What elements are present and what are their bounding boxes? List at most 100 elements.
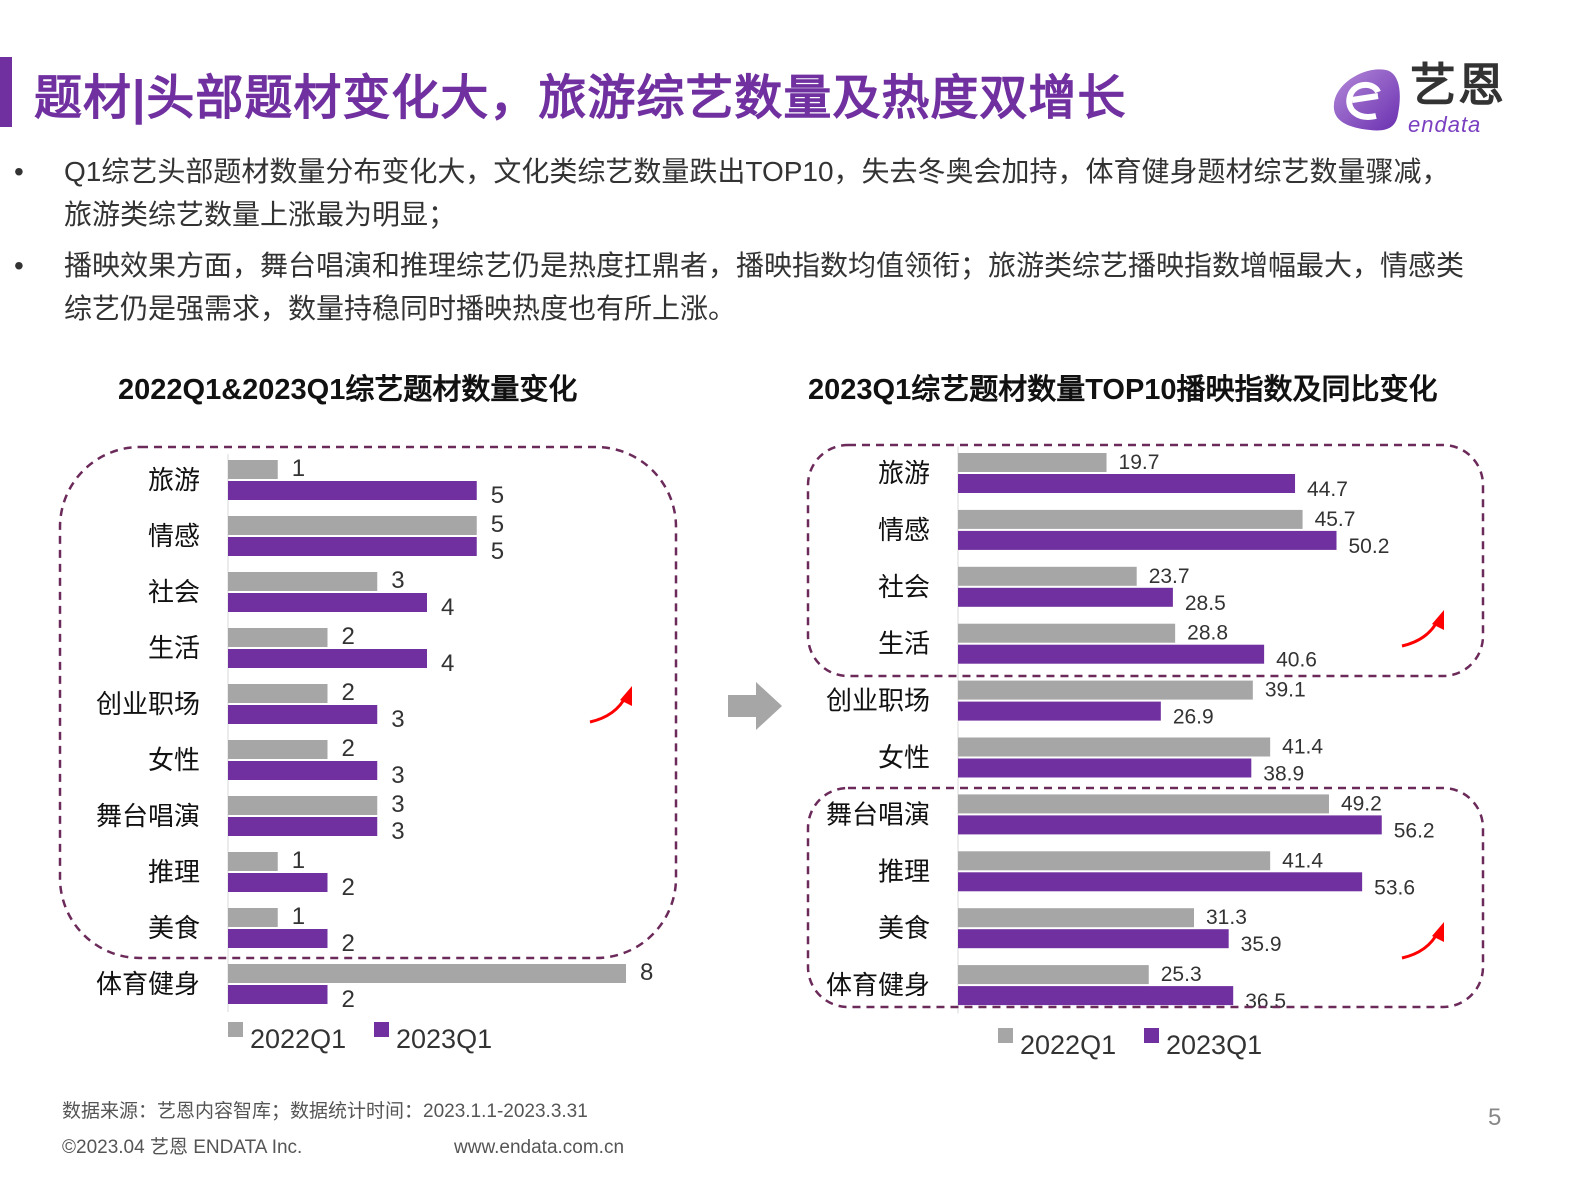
category-label: 情感 [148, 521, 200, 551]
bar-2023q1 [958, 986, 1234, 1006]
bar-2023q1 [958, 815, 1382, 835]
data-label: 2 [342, 874, 355, 901]
right-arrow-icon [728, 682, 782, 730]
data-label: 44.7 [1307, 478, 1348, 501]
legend-swatch [374, 1022, 389, 1037]
category-label: 社会 [878, 572, 930, 602]
data-label: 28.8 [1187, 622, 1228, 645]
bar-2022q1 [958, 965, 1149, 985]
bar-2022q1 [228, 572, 378, 591]
category-label: 女性 [148, 745, 200, 775]
bar-2023q1 [228, 873, 328, 892]
data-label: 5 [491, 511, 504, 538]
bar-2023q1 [958, 587, 1173, 607]
page-title: 题材|头部题材变化大，旅游综艺数量及热度双增长 [34, 72, 1127, 125]
category-label: 旅游 [148, 465, 200, 495]
data-label: 1 [292, 903, 305, 930]
data-label: 53.6 [1374, 876, 1415, 899]
legend-swatch [228, 1022, 243, 1037]
highlight-box-right-top [806, 443, 1485, 678]
data-label: 4 [441, 650, 454, 677]
highlight-box-right-bottom [806, 786, 1485, 1009]
bar-2023q1 [958, 701, 1161, 721]
data-label: 1 [292, 455, 305, 482]
category-label: 推理 [878, 856, 930, 886]
data-label: 36.5 [1245, 990, 1286, 1013]
legend-label: 2022Q1 [250, 1024, 346, 1054]
data-label: 23.7 [1149, 565, 1190, 588]
bar-2023q1 [228, 593, 427, 612]
bullet-text: Q1综艺头部题材数量分布变化大，文化类综艺数量跌出TOP10，失去冬奥会加持，体… [64, 156, 1450, 230]
footer-website[interactable]: www.endata.com.cn [454, 1137, 625, 1158]
data-label: 35.9 [1241, 933, 1282, 956]
summary-bullets: • Q1综艺头部题材数量分布变化大，文化类综艺数量跌出TOP10，失去冬奥会加持，… [14, 150, 1464, 338]
bullet-text: 播映效果方面，舞台唱演和推理综艺仍是热度扛鼎者，播映指数均值领衔；旅游类综艺播映… [64, 250, 1465, 324]
endata-logo: 艺恩 endata [1326, 62, 1516, 142]
category-label: 舞台唱演 [826, 799, 930, 829]
data-label: 3 [391, 567, 404, 594]
bullet-dot: • [14, 156, 24, 187]
footer-copyright: ©2023.04 艺恩 ENDATA Inc. [62, 1137, 303, 1158]
category-label: 体育健身 [826, 970, 930, 1000]
bar-2023q1 [958, 758, 1252, 778]
bar-2022q1 [228, 908, 278, 927]
bar-2022q1 [228, 628, 328, 647]
category-label: 女性 [878, 743, 930, 773]
data-label: 3 [391, 762, 404, 789]
bar-2023q1 [228, 761, 378, 780]
right-chart-title: 2023Q1综艺题材数量TOP10播映指数及同比变化 [808, 374, 1438, 406]
bar-2022q1 [958, 851, 1271, 871]
bar-2022q1 [228, 740, 328, 759]
bullet-dot: • [14, 250, 24, 281]
bar-2022q1 [958, 737, 1271, 757]
bar-2023q1 [958, 929, 1229, 949]
bar-2022q1 [958, 453, 1107, 472]
category-label: 旅游 [878, 458, 930, 488]
data-label: 41.4 [1282, 849, 1323, 872]
page-number: 5 [1488, 1104, 1502, 1131]
bar-2022q1 [228, 684, 328, 703]
legend-swatch [998, 1028, 1013, 1043]
data-label: 3 [391, 818, 404, 845]
bar-2023q1 [228, 649, 427, 668]
bar-2023q1 [228, 705, 378, 724]
data-label: 5 [491, 482, 504, 509]
data-label: 31.3 [1206, 906, 1247, 929]
bar-2023q1 [228, 929, 328, 948]
data-label: 2 [342, 930, 355, 957]
bar-2023q1 [228, 537, 477, 556]
bar-2022q1 [228, 796, 378, 815]
bar-2022q1 [958, 566, 1137, 586]
data-label: 40.6 [1276, 649, 1317, 672]
bar-2023q1 [958, 872, 1363, 892]
bar-2022q1 [958, 509, 1303, 529]
bar-2023q1 [228, 985, 328, 1004]
bar-2023q1 [228, 817, 378, 836]
category-label: 情感 [878, 515, 930, 545]
bar-2022q1 [958, 680, 1253, 700]
data-label: 8 [640, 959, 653, 986]
bar-2022q1 [958, 908, 1195, 928]
data-label: 5 [491, 538, 504, 565]
data-label: 3 [391, 791, 404, 818]
data-label: 2 [342, 623, 355, 650]
data-label: 45.7 [1315, 508, 1356, 531]
category-label: 舞台唱演 [96, 801, 200, 831]
legend-label: 2022Q1 [1020, 1030, 1116, 1060]
data-label: 2 [342, 986, 355, 1013]
data-label: 56.2 [1394, 819, 1435, 842]
category-label: 推理 [148, 857, 200, 887]
data-label: 50.2 [1349, 535, 1390, 558]
bar-2022q1 [228, 852, 278, 871]
bar-2022q1 [958, 794, 1329, 814]
endata-logo-icon [1333, 69, 1400, 131]
trend-up-arrowhead-icon [620, 686, 632, 706]
data-label: 38.9 [1263, 763, 1304, 786]
bar-2023q1 [228, 481, 477, 500]
category-label: 生活 [148, 633, 200, 663]
bullet-item: • Q1综艺头部题材数量分布变化大，文化类综艺数量跌出TOP10，失去冬奥会加持，… [14, 150, 1464, 236]
category-label: 社会 [148, 577, 200, 607]
left-chart-title: 2022Q1&2023Q1综艺题材数量变化 [118, 374, 578, 406]
highlight-box-left [58, 445, 678, 960]
